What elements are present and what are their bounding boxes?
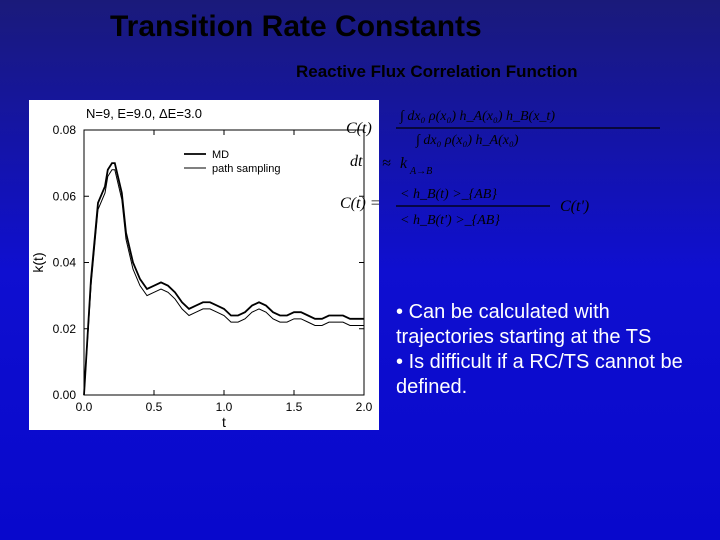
svg-text:1.5: 1.5 bbox=[286, 400, 303, 414]
bullet-1-text: Can be calculated with trajectories star… bbox=[396, 301, 651, 348]
bullet-2-prefix: • bbox=[396, 351, 409, 373]
svg-text:2.0: 2.0 bbox=[356, 400, 373, 414]
eq-den: ∫ dx₀ ρ(x₀) h_A(x₀) bbox=[415, 133, 519, 148]
eq-ctprime: C(t') bbox=[560, 198, 589, 215]
svg-text:1.0: 1.0 bbox=[216, 400, 233, 414]
eq-ct2: C(t) = bbox=[340, 195, 381, 212]
svg-text:0.04: 0.04 bbox=[53, 256, 77, 270]
slide: Transition Rate Constants Reactive Flux … bbox=[0, 0, 720, 540]
reactive-flux-chart: 0.00 0.02 0.04 0.06 0.08 0.0 0.5 1.0 1.5 2.0 t k(t)… bbox=[29, 100, 379, 430]
subtitle: Reactive Flux Correlation Function bbox=[296, 62, 578, 82]
eq-f2bot: < h_B(t') >_{AB} bbox=[400, 213, 500, 228]
svg-text:MD: MD bbox=[212, 149, 229, 161]
bullet-list: • Can be calculated with trajectories st… bbox=[396, 300, 706, 400]
bullet-1-prefix: • bbox=[396, 301, 409, 323]
svg-text:0.08: 0.08 bbox=[53, 123, 77, 137]
svg-text:t: t bbox=[222, 414, 226, 430]
bullet-2-text: Is difficult if a RC/TS cannot be define… bbox=[396, 351, 683, 398]
svg-text:N=9, E=9.0, ΔE=3.0: N=9, E=9.0, ΔE=3.0 bbox=[86, 106, 202, 121]
eq-f2top: < h_B(t) >_{AB} bbox=[400, 187, 497, 202]
eq-ct: C(t) bbox=[346, 120, 372, 137]
svg-text:A→B: A→B bbox=[409, 166, 432, 177]
eq-num: ∫ dx₀ ρ(x₀) h_A(x₀) h_B(x_t) bbox=[399, 109, 555, 124]
equation-block: C(t) dt ∫ dx₀ ρ(x₀) h_A(x₀) h_B(x_t) ∫ d… bbox=[340, 108, 710, 238]
page-title: Transition Rate Constants bbox=[110, 10, 482, 44]
eq-dt: dt bbox=[350, 153, 363, 170]
svg-text:0.02: 0.02 bbox=[53, 322, 77, 336]
svg-text:≈: ≈ bbox=[382, 155, 391, 172]
chart-svg: 0.00 0.02 0.04 0.06 0.08 0.0 0.5 1.0 1.5 2.0 t k(t)… bbox=[29, 100, 379, 430]
svg-text:path sampling: path sampling bbox=[212, 163, 281, 175]
eq-k: k bbox=[400, 155, 408, 172]
svg-text:0.06: 0.06 bbox=[53, 189, 77, 203]
svg-text:k(t): k(t) bbox=[30, 252, 46, 272]
svg-text:0.0: 0.0 bbox=[76, 400, 93, 414]
svg-text:0.5: 0.5 bbox=[146, 400, 163, 414]
svg-text:0.00: 0.00 bbox=[53, 388, 77, 402]
